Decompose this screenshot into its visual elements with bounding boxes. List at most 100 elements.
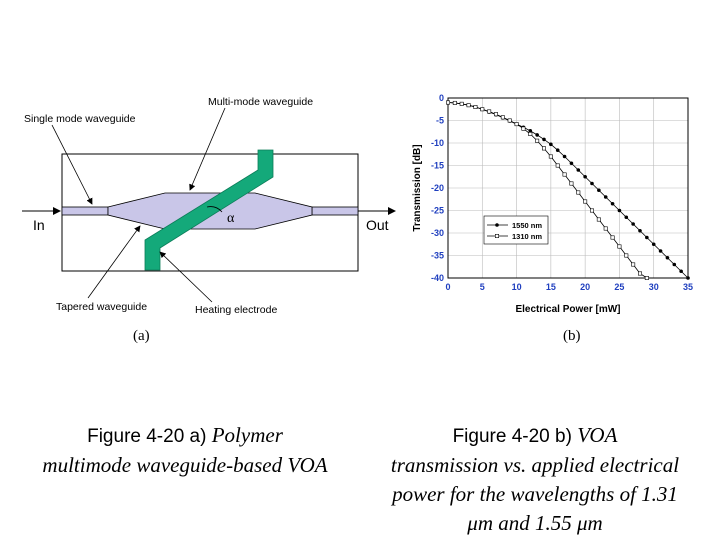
data-point-1550 — [645, 235, 649, 240]
data-point-1550 — [549, 142, 553, 147]
caption-a: Figure 4-20 a) Polymer multimode wavegui… — [10, 421, 360, 480]
in-label: In — [33, 217, 45, 233]
y-tick-label: -30 — [431, 228, 444, 238]
caption-b-italic1: VOA — [577, 423, 618, 447]
heating-label: Heating electrode — [195, 304, 277, 316]
data-point-1550 — [576, 168, 581, 172]
data-point-1550 — [610, 201, 615, 206]
caption-b-line2: transmission vs. applied electrical — [390, 453, 680, 477]
y-tick-label: -10 — [431, 138, 444, 148]
legend-marker — [495, 223, 499, 227]
data-point-1550 — [528, 129, 533, 133]
single-mode-label: Single mode waveguide — [24, 113, 136, 125]
data-point-1310 — [514, 122, 519, 127]
x-axis-label: Electrical Power [mW] — [515, 304, 620, 315]
caption-b-prefix: Figure 4-20 b) — [452, 426, 578, 447]
chart-legend: 1550 nm 1310 nm — [483, 215, 549, 245]
data-point-1310 — [638, 271, 643, 276]
y-tick-label: -25 — [431, 206, 444, 216]
y-tick-label: -15 — [431, 161, 444, 171]
data-point-1550 — [638, 228, 642, 233]
data-point-1310 — [548, 154, 553, 159]
data-point-1550 — [583, 174, 587, 179]
caption-a-italic1: Polymer — [211, 423, 283, 447]
series-line-0 — [447, 102, 689, 279]
data-point-1550 — [597, 188, 601, 193]
legend-box — [483, 215, 549, 245]
data-point-1310 — [500, 115, 505, 120]
heating-electrode — [144, 149, 274, 271]
data-point-1310 — [473, 104, 478, 109]
x-tick-label: 30 — [649, 282, 659, 292]
data-point-1550 — [665, 255, 670, 260]
y-axis-label: Transmission [dB] — [412, 144, 423, 231]
data-point-1550 — [562, 154, 567, 159]
data-point-1310 — [452, 100, 457, 105]
chart-grid — [447, 97, 689, 279]
x-tick-label: 25 — [614, 282, 624, 292]
plot-frame — [447, 97, 689, 279]
data-point-1550 — [658, 249, 663, 253]
data-point-1310 — [617, 244, 622, 249]
data-point-1310 — [596, 217, 601, 222]
data-point-1310 — [583, 199, 588, 204]
data-point-1310 — [555, 163, 560, 168]
alpha-label: α — [227, 211, 235, 226]
data-point-1310 — [507, 118, 512, 123]
data-point-1310 — [562, 172, 567, 177]
chart-series — [445, 100, 690, 281]
data-point-1550 — [535, 133, 539, 137]
caption-a-italic2: multimode waveguide-based VOA — [42, 453, 328, 477]
single-mode-pointer — [51, 124, 93, 205]
y-tick-label: -40 — [431, 273, 444, 283]
data-point-1310 — [576, 190, 581, 195]
x-tick-label: 20 — [580, 282, 590, 292]
data-point-1550 — [603, 195, 608, 199]
data-point-1550 — [631, 222, 635, 226]
x-tick-label: 0 — [445, 282, 450, 292]
caption-b: Figure 4-20 b) VOA transmission vs. appl… — [360, 421, 710, 538]
legend-label: 1550 nm — [512, 221, 542, 230]
data-point-1550 — [590, 181, 594, 186]
sublabel-a: (a) — [133, 328, 150, 344]
data-point-1550 — [555, 148, 560, 152]
y-tick-label: -35 — [431, 251, 444, 261]
data-point-1310 — [644, 276, 649, 281]
caption-b-line4: μm and 1.55 μm — [467, 511, 603, 535]
out-label: Out — [366, 217, 389, 233]
data-point-1310 — [521, 126, 526, 131]
data-point-1310 — [631, 262, 636, 267]
data-point-1550 — [569, 161, 574, 166]
data-point-1550 — [651, 242, 656, 247]
series-line-1 — [447, 102, 648, 279]
data-point-1310 — [487, 109, 492, 114]
data-point-1310 — [590, 208, 595, 213]
x-tick-label: 10 — [512, 282, 522, 292]
sublabel-b: (b) — [563, 328, 581, 344]
waveguide-diagram: Single mode waveguide Multi-mode wavegui… — [22, 96, 396, 316]
data-point-1310 — [535, 138, 540, 143]
multi-mode-pointer — [189, 107, 226, 191]
data-point-1310 — [480, 107, 485, 112]
tapered-label: Tapered waveguide — [56, 301, 147, 313]
heating-pointer — [159, 251, 213, 303]
output-waveguide — [311, 206, 359, 216]
data-point-1550 — [686, 276, 690, 280]
tapered-pointer — [87, 225, 141, 299]
x-tick-label: 15 — [546, 282, 556, 292]
data-point-1310 — [528, 131, 533, 136]
data-point-1550 — [617, 208, 622, 213]
chart-ticks: 0 5 10 15 20 25 30 35 0 -5 -10 -15 -20 -25 -30 -35 -40 — [431, 93, 693, 292]
data-point-1310 — [603, 226, 608, 231]
x-tick-label: 35 — [683, 282, 693, 292]
y-tick-label: -5 — [436, 116, 444, 126]
data-point-1310 — [542, 146, 547, 151]
data-point-1310 — [624, 253, 629, 258]
data-point-1310 — [610, 235, 615, 240]
data-point-1310 — [569, 181, 574, 186]
caption-a-prefix: Figure 4-20 a) — [87, 426, 212, 447]
data-point-1310 — [459, 101, 464, 106]
data-point-1550 — [542, 137, 546, 142]
data-point-1550 — [624, 215, 629, 220]
y-tick-label: -20 — [431, 183, 444, 193]
